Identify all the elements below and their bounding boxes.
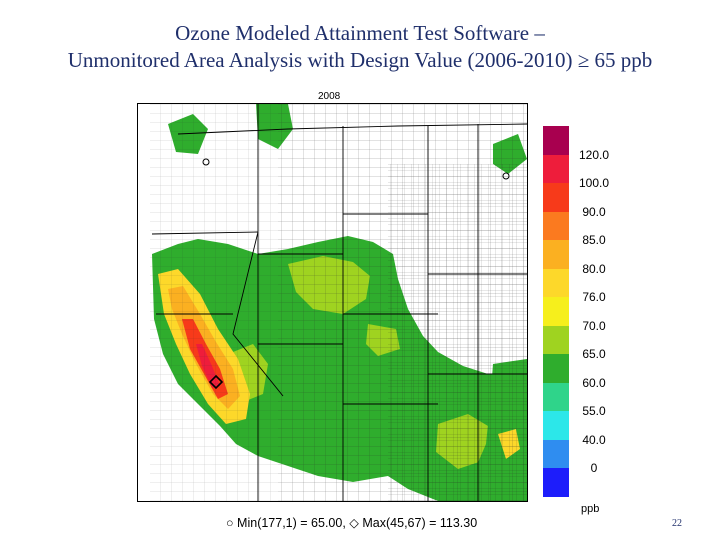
color-scale-tick-label: 76.0 <box>582 290 606 304</box>
color-scale-swatch <box>543 240 569 269</box>
map-year-label: 2008 <box>318 91 341 102</box>
color-scale-swatch <box>543 183 569 212</box>
color-scale-swatch <box>543 439 569 468</box>
color-scale <box>543 126 569 497</box>
max-value-text: Max(45,67) = 113.30 <box>362 516 478 530</box>
color-scale-swatch <box>543 382 569 411</box>
color-scale-swatch <box>543 297 569 326</box>
color-scale-tick-label: 60.0 <box>582 375 606 390</box>
color-scale-tick-label: 80.0 <box>582 261 606 276</box>
min-value-text: Min(177,1) = 65.00, <box>237 516 346 530</box>
color-scale-swatch <box>543 354 569 383</box>
color-scale-tick-label: 120.0 <box>578 147 610 162</box>
page-number: 22 <box>672 518 682 529</box>
color-scale-swatch <box>543 268 569 297</box>
color-scale-tick-label: 40.0 <box>582 432 606 447</box>
map-footer: ○ Min(177,1) = 65.00, ◇ Max(45,67) = 113… <box>226 515 477 530</box>
color-scale-swatch <box>543 411 569 440</box>
color-scale-swatch <box>543 468 569 497</box>
color-scale-tick-label: 55.0 <box>582 404 606 418</box>
max-value-marker <box>208 374 224 390</box>
color-scale-tick-label: 0 <box>590 461 598 475</box>
ozone-map-graphic <box>138 104 527 501</box>
max-marker-symbol: ◇ <box>349 516 359 530</box>
color-scale-swatch <box>543 325 569 354</box>
monitor-marker-ne <box>502 172 510 180</box>
slide-title: Ozone Modeled Attainment Test Software –… <box>0 20 720 74</box>
color-scale-tick-label: 100.0 <box>578 176 610 190</box>
color-scale-swatch <box>543 211 569 240</box>
county-lines-east <box>388 164 527 501</box>
state-borders <box>151 104 527 501</box>
color-scale-tick-label: 70.0 <box>582 318 606 333</box>
color-scale-tick-label: 90.0 <box>582 204 606 219</box>
color-scale-swatch <box>543 154 569 183</box>
county-lines-west <box>150 104 278 501</box>
color-scale-tick-label: 65.0 <box>582 347 606 361</box>
color-scale-tick-label: 85.0 <box>582 233 606 247</box>
monitor-marker-nw <box>202 158 210 166</box>
slide-title-line2: Unmonitored Area Analysis with Design Va… <box>67 48 653 72</box>
slide-title-line1: Ozone Modeled Attainment Test Software – <box>175 21 545 45</box>
color-scale-unit: ppb <box>581 503 600 515</box>
min-marker-symbol: ○ <box>226 516 234 530</box>
color-scale-swatch <box>543 126 569 155</box>
ozone-map <box>137 103 528 502</box>
